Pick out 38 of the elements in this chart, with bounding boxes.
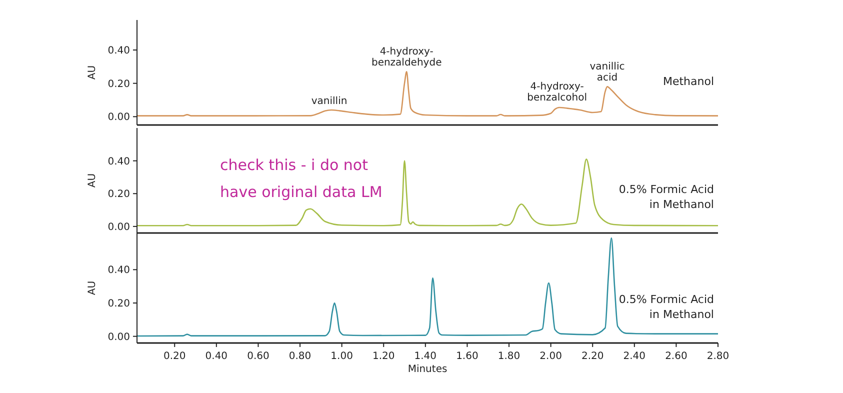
line-series <box>136 158 719 226</box>
annotation: 4-hydroxy- benzaldehyde <box>371 46 442 69</box>
line-series <box>136 237 719 337</box>
y-axis-title: AU <box>87 280 98 296</box>
y-tick-label: 0.20 <box>108 189 130 200</box>
line-series <box>136 71 719 116</box>
series-label: 0.5% Formic Acid in Methanol <box>618 293 714 321</box>
x-tick-label: 1.80 <box>498 351 520 362</box>
x-tick-label: 2.80 <box>706 351 730 362</box>
y-tick-label: 0.40 <box>108 265 130 276</box>
annotation: 4-hydroxy- benzalcohol <box>527 82 587 104</box>
x-tick-label: 1.20 <box>372 351 395 362</box>
x-tick-label: 1.60 <box>456 351 478 362</box>
annotation: check this - i do not have original data LM <box>220 156 382 201</box>
text: Methanol <box>662 75 714 88</box>
x-tick-label: 0.20 <box>163 351 186 362</box>
x-axis-title: Minutes <box>408 364 448 375</box>
annotation: vanillin <box>311 96 348 107</box>
x-tick-label: 2.20 <box>581 351 604 362</box>
y-tick-label: 0.40 <box>108 156 130 168</box>
x-tick-label: 2.60 <box>665 351 688 362</box>
y-tick-label: 0.40 <box>108 46 130 56</box>
y-tick-label: 0.00 <box>108 332 130 343</box>
series-label: 0.5% Formic Acid in Methanol <box>618 183 714 211</box>
x-tick-label: 1.40 <box>414 351 437 362</box>
y-tick-label: 0.00 <box>108 222 130 233</box>
x-tick-label: 0.60 <box>247 351 270 362</box>
y-axis-title: AU <box>87 65 98 80</box>
x-tick-label: 2.40 <box>623 351 646 362</box>
y-tick-label: 0.00 <box>108 112 130 124</box>
x-tick-label: 2.00 <box>540 351 562 362</box>
y-tick-label: 0.20 <box>108 298 130 310</box>
x-tick-label: 0.40 <box>205 351 228 362</box>
y-tick-label: 0.20 <box>108 78 130 90</box>
annotation: vanillic acid <box>590 62 625 84</box>
x-tick-label: 0.80 <box>288 351 312 362</box>
x-tick-label: 1.00 <box>330 351 353 362</box>
y-axis-title: AU <box>87 173 98 188</box>
